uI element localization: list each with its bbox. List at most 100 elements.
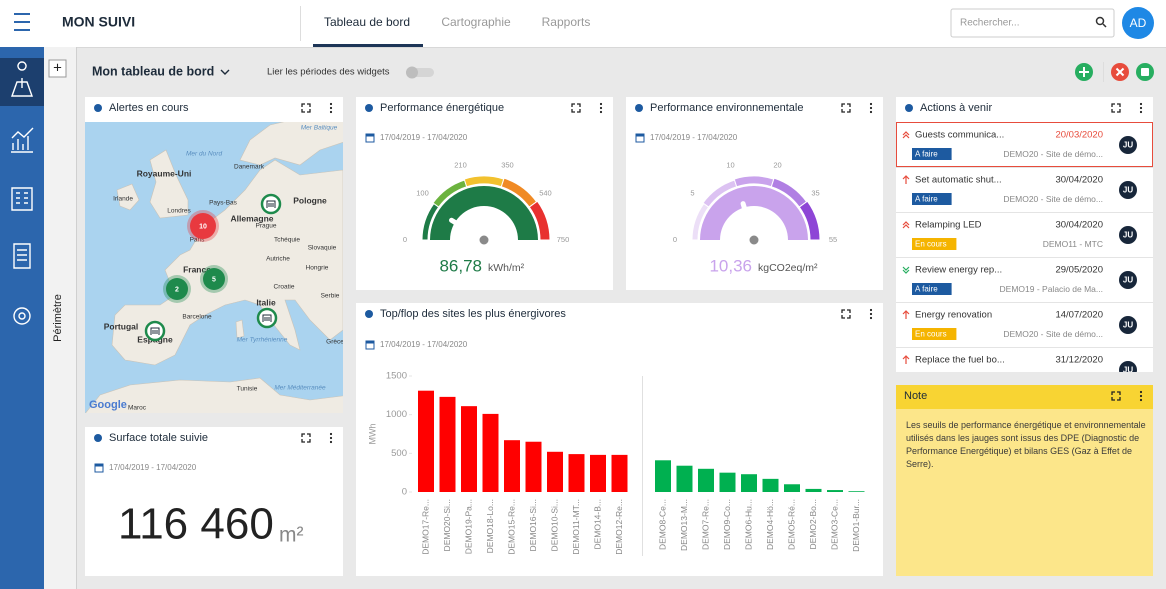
gauge-tick-label: 10: [726, 161, 734, 170]
widget-menu-dot[interactable]: [600, 107, 602, 109]
widget-title: Performance environnementale: [650, 102, 803, 114]
bar[interactable]: [526, 442, 542, 492]
action-title[interactable]: Guests communica...: [915, 130, 1004, 141]
x-tick-label: DEMO18-Lo...: [485, 499, 495, 553]
action-title[interactable]: Relamping LED: [915, 220, 982, 231]
y-tick-label: 0: [402, 487, 407, 498]
widget-menu-dot[interactable]: [1140, 111, 1142, 113]
widget-menu-dot[interactable]: [1140, 103, 1142, 105]
bar[interactable]: [569, 454, 585, 492]
action-title[interactable]: Replace the fuel bo...: [915, 355, 1005, 366]
x-tick-label: DEMO17-Re...: [420, 499, 430, 555]
widget-title: Performance énergétique: [380, 102, 504, 114]
bar[interactable]: [784, 484, 800, 492]
bar[interactable]: [440, 397, 456, 492]
bar[interactable]: [720, 473, 736, 492]
alert-cluster-count: 10: [199, 223, 207, 230]
status-label: A faire: [915, 150, 938, 159]
calendar-icon-top: [95, 464, 103, 467]
gauge-tick-label: 35: [811, 188, 819, 197]
nav-tab[interactable]: Rapports: [542, 15, 591, 29]
gauge-value: 86,78: [439, 256, 482, 275]
action-site: DEMO11 - MTC: [1043, 239, 1103, 249]
x-tick-label: DEMO12-Re...: [614, 499, 624, 555]
x-tick-label: DEMO20-Si...: [442, 499, 452, 551]
widget-menu-dot[interactable]: [330, 437, 332, 439]
period-label: 17/04/2019 - 17/04/2020: [109, 463, 197, 472]
bar[interactable]: [741, 474, 757, 492]
x-tick-label: DEMO1-Bur...: [851, 499, 861, 552]
map-label: Autriche: [266, 256, 290, 263]
widget-menu-dot[interactable]: [600, 111, 602, 113]
map-label: Mer du Nord: [186, 151, 223, 158]
widget-menu-dot[interactable]: [870, 111, 872, 113]
x-tick-label: DEMO13-M...: [679, 499, 689, 551]
widget-dot: [905, 104, 913, 112]
widget-dot: [365, 310, 373, 318]
status-label: A faire: [915, 285, 938, 294]
widget-menu-dot[interactable]: [870, 107, 872, 109]
nav-tab[interactable]: Tableau de bord: [324, 15, 410, 29]
assignee-initials: JU: [1123, 366, 1133, 375]
bar[interactable]: [461, 406, 477, 492]
bar[interactable]: [418, 391, 434, 492]
widget-title: Top/flop des sites les plus énergivores: [380, 308, 566, 320]
y-tick-label: 500: [391, 448, 407, 459]
map-label: Mer Baltique: [301, 125, 338, 132]
period-label: 17/04/2019 - 17/04/2020: [380, 340, 468, 349]
nav-tab[interactable]: Cartographie: [441, 15, 511, 29]
widget-menu-dot[interactable]: [870, 103, 872, 105]
widget-menu-dot[interactable]: [330, 441, 332, 443]
widget-menu-dot[interactable]: [1140, 107, 1142, 109]
menu-icon[interactable]: [14, 13, 30, 15]
bar[interactable]: [590, 455, 606, 492]
status-label: En cours: [915, 330, 947, 339]
widget-menu-dot[interactable]: [330, 433, 332, 435]
widget-menu-dot[interactable]: [600, 103, 602, 105]
action-date: 14/07/2020: [1055, 310, 1103, 321]
map-label: Mer Méditerranée: [274, 385, 326, 392]
widget-menu-dot[interactable]: [870, 313, 872, 315]
x-tick-label: DEMO4-Hö...: [765, 499, 775, 550]
bar[interactable]: [806, 489, 822, 492]
bar[interactable]: [849, 491, 865, 492]
bar[interactable]: [763, 479, 779, 492]
widget-menu-dot[interactable]: [1140, 395, 1142, 397]
widget-title: Note: [904, 390, 927, 402]
widget-menu-dot[interactable]: [330, 103, 332, 105]
bar[interactable]: [504, 440, 520, 492]
surface-unit: m²: [279, 524, 304, 547]
gauge-tick-label: 750: [557, 235, 570, 244]
map-label: Slovaquie: [308, 245, 337, 252]
widget-title: Alertes en cours: [109, 102, 189, 114]
menu-icon[interactable]: [14, 21, 30, 23]
map-label: Barcelone: [182, 314, 212, 321]
widget-menu-dot[interactable]: [870, 317, 872, 319]
alert-cluster-count: 2: [175, 286, 179, 293]
widget-card: [896, 385, 1153, 576]
y-axis-label: MWh: [367, 424, 377, 445]
widget-menu-dot[interactable]: [330, 111, 332, 113]
widget-menu-dot[interactable]: [870, 309, 872, 311]
widget-menu-dot[interactable]: [330, 107, 332, 109]
map-attribution: Google: [89, 399, 127, 411]
widget-menu-dot[interactable]: [1140, 399, 1142, 401]
menu-icon[interactable]: [14, 29, 30, 31]
link-periods-label: Lier les périodes des widgets: [267, 67, 390, 78]
bar[interactable]: [612, 455, 628, 492]
bar[interactable]: [655, 460, 671, 492]
bar[interactable]: [483, 414, 499, 492]
bar[interactable]: [827, 490, 843, 492]
widget-menu-dot[interactable]: [1140, 391, 1142, 393]
map-label: Portugal: [104, 321, 138, 331]
bar[interactable]: [547, 452, 563, 492]
bar[interactable]: [698, 469, 714, 492]
bar[interactable]: [677, 466, 693, 492]
dashboard-selector[interactable]: Mon tableau de bord: [92, 64, 214, 78]
action-title[interactable]: Set automatic shut...: [915, 175, 1002, 186]
action-site: DEMO20 - Site de démo...: [1003, 149, 1103, 159]
action-site: DEMO20 - Site de démo...: [1003, 329, 1103, 339]
action-title[interactable]: Review energy rep...: [915, 265, 1002, 276]
widget-dot: [94, 104, 102, 112]
action-title[interactable]: Energy renovation: [915, 310, 992, 321]
